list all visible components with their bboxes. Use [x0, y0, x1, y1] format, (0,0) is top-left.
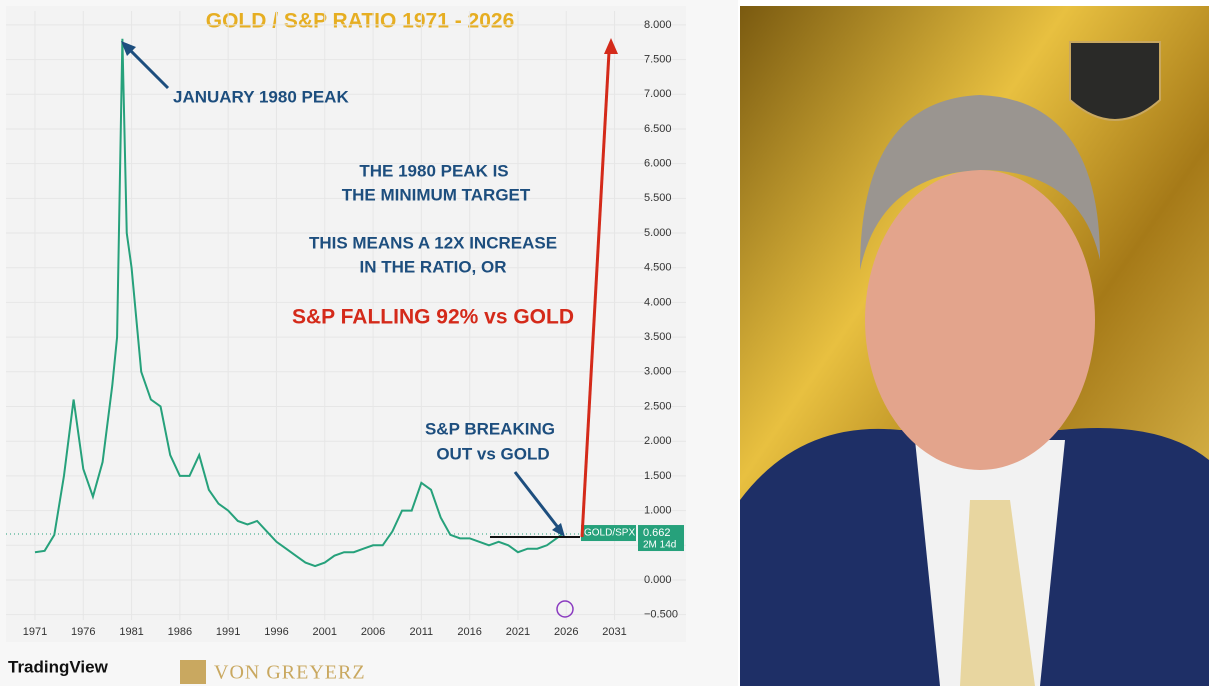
- annotation: THIS MEANS A 12X INCREASE: [309, 233, 557, 252]
- annotation: JANUARY 1980 PEAK: [173, 87, 349, 106]
- brand: VON GREYERZ: [214, 662, 366, 684]
- y-tick-label: 7.500: [644, 53, 672, 65]
- arrow: [123, 43, 170, 90]
- y-tick-label: 2.000: [644, 435, 672, 447]
- x-tick-label: 1981: [119, 626, 143, 638]
- arrowhead: [604, 38, 618, 54]
- y-tick-label: 3.500: [644, 331, 672, 343]
- y-tick-label: 6.500: [644, 123, 672, 135]
- x-tick-label: 2021: [506, 626, 530, 638]
- x-tick-label: 2026: [554, 626, 578, 638]
- y-tick-label: 5.500: [644, 192, 672, 204]
- arrow: [580, 51, 611, 538]
- series-line: [34, 38, 563, 568]
- y-tick-label: 4.000: [644, 296, 672, 308]
- x-tick-label: 1996: [264, 626, 288, 638]
- y-tick-label: 8.000: [644, 19, 672, 31]
- x-tick-label: 1976: [71, 626, 95, 638]
- chart-title: GOLD / S&P RATIO 1971 - 2026: [206, 10, 515, 33]
- annotation: S&P BREAKING: [425, 419, 555, 438]
- x-tick-label: 2016: [457, 626, 481, 638]
- y-tick-label: −0.500: [644, 609, 678, 621]
- price-countdown: 2M 14d: [643, 540, 676, 551]
- y-tick-label: 4.500: [644, 262, 672, 274]
- x-tick-label: 1986: [168, 626, 192, 638]
- x-tick-label: 2031: [602, 626, 626, 638]
- tie: [960, 500, 1035, 686]
- x-tick-label: 1991: [216, 626, 240, 638]
- crest: [1069, 41, 1161, 121]
- price-value: 0.662: [643, 527, 671, 539]
- y-tick-label: 7.000: [644, 88, 672, 100]
- y-tick-label: 1.500: [644, 470, 672, 482]
- x-tick-label: 2006: [361, 626, 385, 638]
- arrowhead: [552, 523, 565, 537]
- x-tick-label: 1971: [23, 626, 47, 638]
- y-tick-label: 0.000: [644, 574, 672, 586]
- hair: [860, 95, 1100, 270]
- annotation: OUT vs GOLD: [436, 444, 549, 463]
- face: [865, 170, 1095, 470]
- y-tick-label: 6.000: [644, 158, 672, 170]
- price-box: [638, 525, 684, 552]
- y-tick-label: 1.000: [644, 504, 672, 516]
- price-box: [581, 525, 636, 542]
- x-tick-label: 2011: [410, 626, 434, 638]
- price-symbol: GOLD/SPX: [584, 528, 635, 539]
- annotation: THE MINIMUM TARGET: [342, 185, 531, 204]
- annotation: S&P FALLING 92% vs GOLD: [292, 306, 574, 329]
- y-tick-label: 5.000: [644, 227, 672, 239]
- logo: [180, 660, 206, 684]
- icon: [556, 600, 574, 618]
- y-tick-label: 3.000: [644, 366, 672, 378]
- arrow: [513, 471, 562, 531]
- annotation: IN THE RATIO, OR: [359, 257, 506, 276]
- y-tick-label: 2.500: [644, 400, 672, 412]
- x-tick-label: 2001: [313, 626, 337, 638]
- arrowhead: [121, 41, 136, 56]
- brand: TradingView: [8, 657, 109, 676]
- annotation: THE 1980 PEAK IS: [359, 161, 508, 180]
